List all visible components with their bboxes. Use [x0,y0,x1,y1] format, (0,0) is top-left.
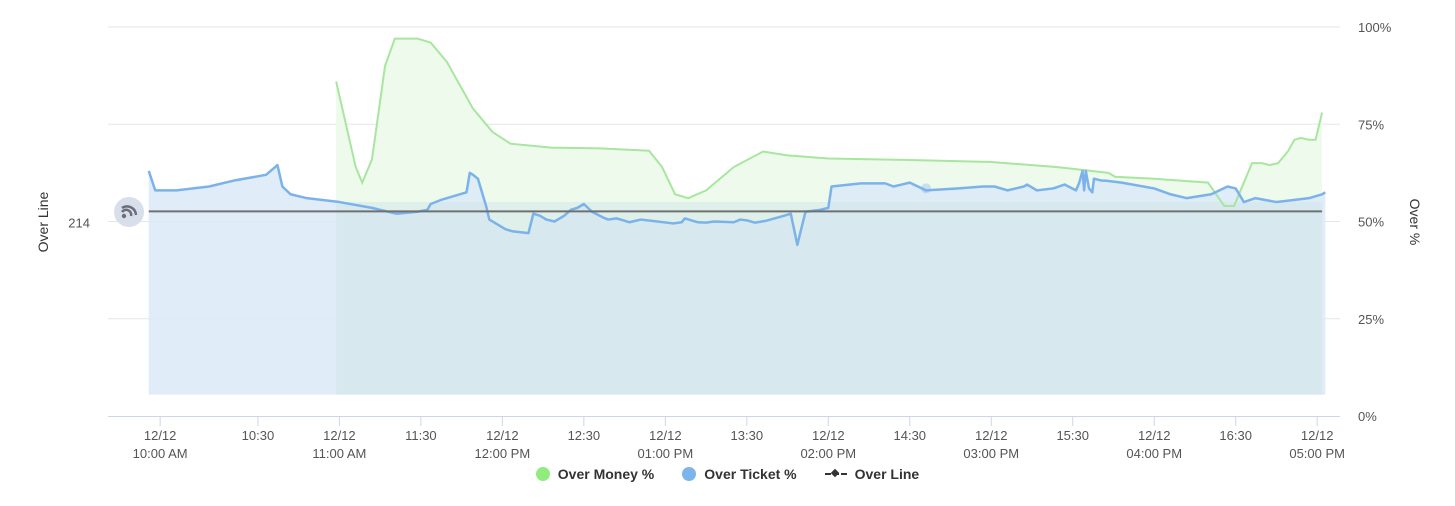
x-tick-label: 13:30 [731,428,764,443]
legend: Over Money % Over Ticket % Over Line [0,466,1455,482]
legend-label-ticket: Over Ticket % [704,466,797,482]
legend-item-over-line[interactable]: Over Line [824,466,920,482]
legend-item-over-money[interactable]: Over Money % [535,466,655,482]
y-right-axis-title: Over % [1407,199,1423,246]
x-tick-label: 16:30 [1219,428,1252,443]
x-tick-label: 12/12 [975,428,1008,443]
live-feed-icon-dot [121,213,127,219]
x-tick-sublabel: 05:00 PM [1289,446,1345,461]
y-right-tick-label: 50% [1358,215,1384,230]
legend-label-overline: Over Line [854,466,920,482]
legend-dot-ticket [682,467,697,481]
x-tick-label: 12/12 [144,428,177,443]
x-tick-sublabel: 04:00 PM [1126,446,1182,461]
legend-dot-money [535,467,550,481]
x-tick-label: 12/12 [1301,428,1334,443]
series-overlap-area [336,202,1323,395]
x-tick-sublabel: 10:00 AM [133,446,188,461]
legend-item-over-ticket[interactable]: Over Ticket % [682,466,797,482]
y-right-tick-label: 100% [1358,20,1392,35]
y-right-tick-label: 25% [1358,312,1384,327]
legend-line-symbol [824,467,847,481]
x-tick-label: 12/12 [323,428,356,443]
legend-label-money: Over Money % [557,466,655,482]
x-tick-label: 12/12 [812,428,845,443]
x-tick-label: 12:30 [568,428,601,443]
x-tick-sublabel: 11:00 AM [312,446,366,461]
series-line-over-ticket [147,163,1326,247]
x-tick-sublabel: 12:00 PM [475,446,531,461]
y-right-tick-label: 0% [1358,409,1377,424]
y-right-tick-label: 75% [1358,117,1384,132]
x-tick-sublabel: 03:00 PM [963,446,1019,461]
x-tick-label: 12/12 [1138,428,1171,443]
y-left-axis-title: Over Line [35,191,51,252]
x-tick-sublabel: 02:00 PM [800,446,856,461]
x-tick-label: 15:30 [1056,428,1089,443]
y-left-tick-label: 214 [68,215,90,230]
x-tick-label: 12/12 [486,428,519,443]
x-tick-label: 11:30 [405,428,437,443]
x-tick-sublabel: 01:00 PM [638,446,694,461]
hover-marker [921,183,932,194]
live-feed-icon-arc-inner [120,208,133,217]
x-tick-label: 12/12 [649,428,682,443]
series-line-over-money [335,37,1324,207]
x-tick-label: 10:30 [242,428,275,443]
live-feed-icon-arc-outer [121,205,138,216]
x-tick-label: 14:30 [894,428,927,443]
